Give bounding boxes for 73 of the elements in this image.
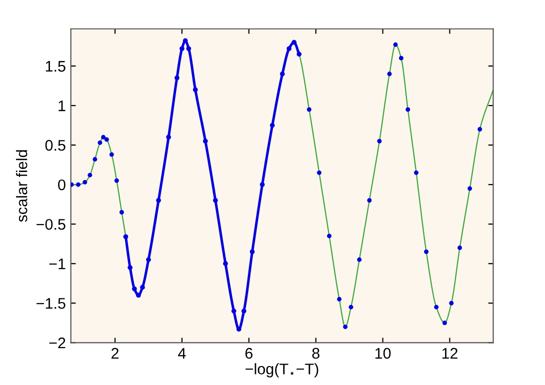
point <box>387 72 392 76</box>
point <box>128 265 133 270</box>
x-tick-label: 12 <box>442 348 458 359</box>
point <box>98 140 102 145</box>
point <box>406 107 410 112</box>
y-tick-label: 0.5 <box>45 140 66 151</box>
point <box>270 122 275 128</box>
point <box>260 182 265 188</box>
point <box>88 172 92 178</box>
point <box>76 182 80 187</box>
point <box>367 198 372 203</box>
point <box>82 180 88 184</box>
point <box>119 210 124 214</box>
y-tick-label: −1 <box>49 258 66 270</box>
x-tick-label: 4 <box>178 348 186 359</box>
point <box>449 300 454 306</box>
point <box>280 71 285 76</box>
point <box>316 170 322 175</box>
x-tick-label: 8 <box>312 348 320 359</box>
point <box>357 257 362 262</box>
point <box>434 304 439 310</box>
y-tick-label: −0.5 <box>36 218 66 230</box>
point <box>202 138 208 144</box>
point <box>101 134 106 140</box>
point <box>223 261 228 266</box>
point <box>104 137 109 142</box>
point <box>241 308 246 314</box>
point <box>123 234 128 240</box>
point <box>146 257 151 262</box>
point <box>236 326 242 332</box>
point <box>156 198 161 203</box>
point <box>114 178 119 183</box>
point <box>377 138 382 144</box>
point <box>442 320 447 326</box>
y-axis-title: scalar field <box>16 150 28 222</box>
point <box>136 292 141 298</box>
point <box>231 308 236 314</box>
point <box>326 234 332 238</box>
point <box>292 40 297 45</box>
point <box>424 250 429 254</box>
point <box>458 246 462 250</box>
x-tick-label: 6 <box>245 348 252 359</box>
y-tick-label: 1 <box>58 100 66 112</box>
y-tick-label: 1.5 <box>46 61 66 72</box>
y-tick-label: 0 <box>58 179 66 190</box>
point <box>182 38 188 44</box>
point <box>337 296 342 302</box>
point <box>109 152 114 157</box>
point <box>186 46 192 52</box>
y-tick-label: −1.5 <box>36 298 66 309</box>
point <box>296 52 302 57</box>
point <box>478 127 482 132</box>
x-tick-label: 2 <box>112 348 119 359</box>
point <box>414 170 418 175</box>
point <box>140 284 145 290</box>
point <box>468 186 472 191</box>
point <box>398 56 404 60</box>
point <box>92 157 98 162</box>
point <box>174 75 180 80</box>
y-tick-label: −2 <box>49 338 66 348</box>
point <box>166 134 172 140</box>
x-axis-title: −log(T$_{⋆}$−T) <box>246 363 318 378</box>
point <box>343 324 348 330</box>
point <box>180 46 184 52</box>
point <box>286 46 292 52</box>
point <box>132 286 137 292</box>
point <box>393 42 398 47</box>
x-tick-label: 10 <box>375 348 391 359</box>
point <box>192 87 198 92</box>
point <box>250 249 255 254</box>
point <box>213 198 218 203</box>
point <box>348 304 354 310</box>
point <box>306 107 312 112</box>
